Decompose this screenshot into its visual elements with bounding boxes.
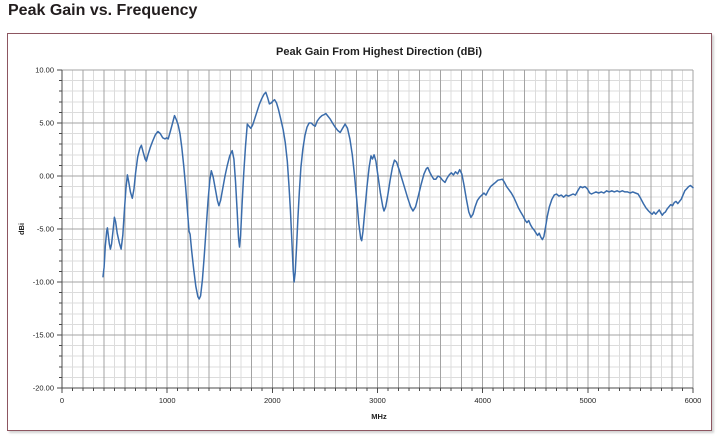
- y-tick-label: -20.00: [33, 384, 54, 393]
- x-tick-label: 0: [60, 396, 64, 405]
- x-tick-label: 5000: [579, 396, 596, 405]
- y-tick-label: 0.00: [39, 172, 54, 181]
- x-tick-label: 3000: [369, 396, 386, 405]
- x-tick-label: 1000: [159, 396, 176, 405]
- y-tick-label: -5.00: [37, 225, 54, 234]
- y-tick-label: -15.00: [33, 331, 54, 340]
- y-tick-label: 5.00: [39, 119, 54, 128]
- chart-plot-area: 10.00 5.00 0.00 -5.00 -10.00 -15.00 -20.00 0 100…: [33, 66, 702, 405]
- y-axis-title: dBi: [17, 223, 26, 235]
- x-tick-label: 6000: [685, 396, 702, 405]
- series-line-peak-gain: [102, 91, 694, 300]
- x-tick-label: 2000: [264, 396, 281, 405]
- x-axis-title: MHz: [371, 412, 387, 421]
- y-tick-label: 10.00: [35, 66, 54, 75]
- y-tick-label: -10.00: [33, 278, 54, 287]
- chart-card: 10.00 5.00 0.00 -5.00 -10.00 -15.00 -20.00 0 100…: [7, 33, 712, 431]
- chart-title: Peak Gain From Highest Direction (dBi): [276, 46, 482, 58]
- chart-svg: 10.00 5.00 0.00 -5.00 -10.00 -15.00 -20.00 0 100…: [17, 46, 702, 421]
- page-title: Peak Gain vs. Frequency: [8, 2, 198, 19]
- x-tick-label: 4000: [474, 396, 491, 405]
